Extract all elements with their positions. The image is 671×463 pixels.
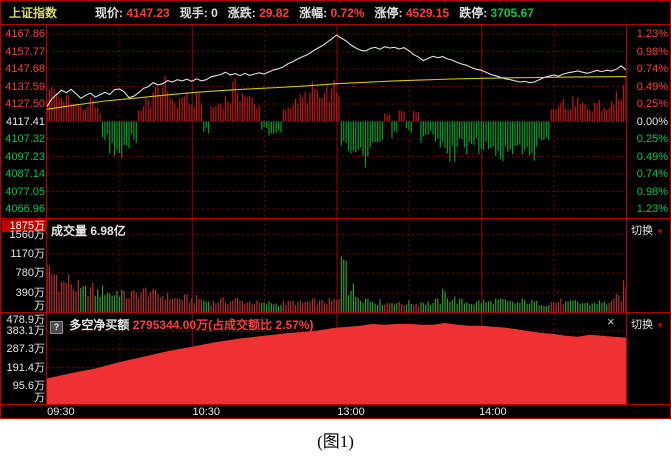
volume-label: 成交量 — [51, 224, 88, 238]
axis-tick-label: 191.4万 — [6, 361, 45, 374]
axis-tick-label: 780万 — [15, 267, 45, 280]
quote-field: 跌停: 3705.67 — [459, 6, 534, 20]
quote-field-value: 3705.67 — [487, 6, 534, 20]
axis-tick-label: 95.6万 — [12, 379, 45, 392]
separator-flow-time — [1, 404, 670, 405]
axis-tick-label: 4147.68 — [5, 63, 45, 75]
quote-field-value: 0 — [207, 6, 218, 20]
axis-tick-label: 0.00% — [636, 115, 668, 128]
axis-tick-label: 4077.05 — [5, 185, 45, 198]
axis-tick-label: 1560万 — [9, 228, 45, 241]
quote-field-value: 0.72% — [327, 6, 365, 20]
axis-tick-label: 4167.86 — [5, 28, 45, 40]
quote-field: 涨幅: 0.72% — [299, 6, 364, 20]
close-icon[interactable]: × — [607, 314, 615, 329]
axis-tick-label: 0.25% — [636, 98, 668, 110]
quote-field: 涨停: 4529.15 — [374, 6, 449, 20]
chevron-down-icon: ▼ — [656, 227, 664, 236]
axis-tick-label: 4097.23 — [5, 150, 45, 163]
quote-field-label: 涨跌: — [227, 6, 256, 20]
axis-tick-label: 1.23% — [636, 203, 668, 215]
quote-field: 现价: 4147.23 — [95, 6, 170, 20]
volume-switch-button[interactable]: 切换 ▼ — [631, 225, 664, 237]
volume-panel-title: 成交量 6.98亿 — [51, 222, 126, 239]
axis-tick-label: 4157.77 — [5, 45, 45, 58]
separator-main-volume — [1, 218, 670, 219]
time-tick-label: 13:00 — [337, 406, 365, 418]
index-name[interactable]: 上证指数 — [9, 6, 58, 20]
left-axis-border — [46, 25, 47, 404]
axis-tick-label: 1875万 — [2, 220, 46, 232]
stock-app-window: 上证指数 现价: 4147.23 现手: 0 涨跌: 29.82 涨幅: 0.72% 涨… — [0, 0, 671, 419]
axis-tick-label: 287.3万 — [6, 343, 45, 356]
axis-tick-label: 0.74% — [636, 168, 668, 180]
quote-field: 现手: 0 — [180, 6, 218, 20]
flow-switch-button[interactable]: 切换 ▼ — [631, 319, 664, 331]
quote-field-label: 涨停: — [374, 6, 403, 20]
chevron-down-icon: ▼ — [656, 321, 664, 330]
quote-info-bar: 上证指数 现价: 4147.23 现手: 0 涨跌: 29.82 涨幅: 0.72% 涨… — [1, 1, 670, 24]
axis-tick-label: 0.98% — [636, 185, 668, 198]
axis-tick-label: 4127.50 — [5, 98, 45, 110]
axis-tick-label: 0.25% — [636, 133, 668, 145]
axis-tick-label: 万 — [34, 392, 45, 404]
right-axis-border — [626, 25, 627, 404]
quote-field-value: 4147.23 — [123, 6, 170, 20]
quote-field-value: 4529.15 — [402, 6, 450, 20]
volume-chart-canvas[interactable] — [47, 219, 626, 312]
separator-volume-flow — [1, 312, 670, 313]
volume-value: 6.98亿 — [90, 224, 126, 238]
quote-field-label: 现手: — [179, 6, 208, 20]
axis-tick-label: 4117.41 — [6, 115, 45, 128]
axis-tick-label: 0.74% — [636, 63, 668, 75]
main-chart-canvas[interactable] — [47, 25, 626, 218]
quote-field-label: 跌停: — [459, 6, 488, 20]
axis-tick-label: 4087.14 — [5, 168, 45, 180]
quote-field-value: 29.82 — [255, 6, 290, 20]
axis-tick-label: 383.1万 — [6, 325, 45, 338]
quote-field-label: 现价: — [95, 6, 124, 20]
axis-tick-label: 0.49% — [636, 150, 668, 163]
axis-tick-label: 1.23% — [636, 28, 668, 40]
time-tick-label: 10:30 — [192, 406, 220, 418]
axis-tick-label: 0.98% — [636, 45, 668, 58]
flow-label: 多空净买额 — [69, 318, 130, 332]
flow-chart-canvas[interactable] — [47, 313, 626, 404]
axis-tick-label: 1170万 — [10, 247, 45, 260]
axis-tick-label: 0.49% — [636, 80, 668, 93]
help-icon[interactable]: ? — [50, 321, 63, 334]
axis-tick-label: 390万 — [15, 286, 45, 299]
quote-field: 涨跌: 29.82 — [228, 6, 289, 20]
axis-tick-label: 4066.96 — [5, 203, 45, 215]
axis-tick-label: 478.9万 — [6, 314, 45, 326]
quote-field-label: 涨幅: — [299, 6, 328, 20]
separator-header — [1, 24, 670, 25]
flow-value: 2795344.00万(占成交额比 2.57%) — [132, 318, 314, 332]
axis-tick-label: 4107.32 — [5, 133, 45, 145]
axis-tick-label: 万 — [34, 300, 45, 312]
quote-fields: 现价: 4147.23 现手: 0 涨跌: 29.82 涨幅: 0.72% 涨停: 45… — [95, 4, 544, 21]
time-tick-label: 09:30 — [47, 406, 75, 418]
figure-caption: (图1) — [317, 432, 354, 451]
flow-panel-title: ? 多空净买额 2795344.00万(占成交额比 2.57%) — [50, 316, 313, 334]
axis-tick-label: 4137.59 — [5, 80, 45, 93]
time-tick-label: 14:00 — [479, 406, 507, 418]
